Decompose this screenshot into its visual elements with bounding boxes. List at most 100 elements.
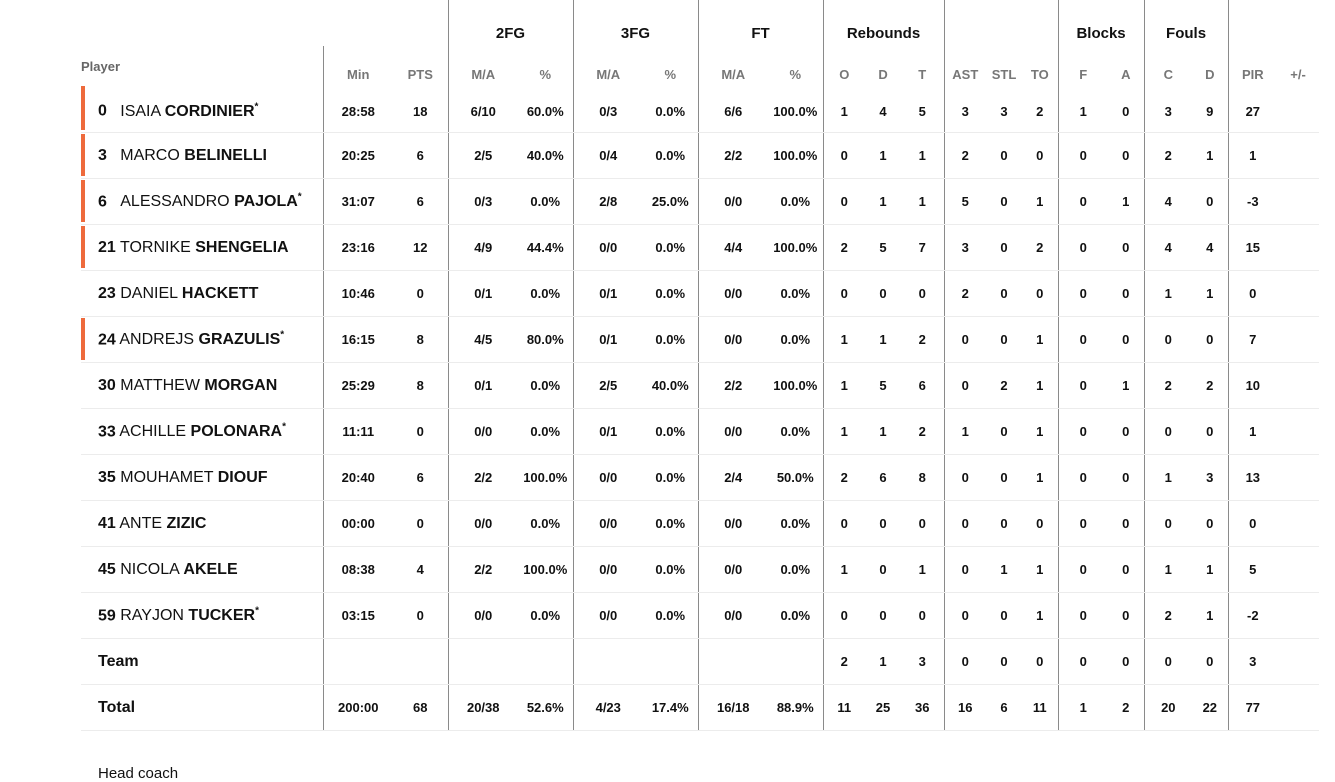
stat-defensive-rebounds: 5: [865, 224, 902, 271]
stat-plus-minus: [1277, 132, 1320, 179]
group-header-ft: FT: [697, 0, 824, 46]
stat-3fg-made-attempted: 0/1: [572, 270, 643, 317]
stat-defensive-rebounds: 0: [865, 500, 902, 547]
column-header-reb-o: O: [822, 46, 866, 90]
stat-3fg-percentage: 0.0%: [643, 132, 698, 179]
stat-assists: 5: [943, 178, 987, 225]
stat-blocks-favor: 0: [1057, 316, 1109, 363]
stat-total-rebounds: 3: [901, 638, 945, 685]
stat-pir: 1: [1227, 408, 1278, 455]
player-first-name: MATTHEW: [120, 376, 200, 394]
stat-2fg-made-attempted: 2/2: [447, 454, 518, 501]
stat-2fg-percentage: 0.0%: [518, 270, 573, 317]
stat-steals: 0: [986, 316, 1023, 363]
player-name-link[interactable]: NICOLA AKELE: [120, 561, 237, 578]
stat-3fg-percentage: 0.0%: [643, 592, 698, 639]
stat-points: 0: [393, 500, 448, 547]
stat-blocks-favor: 0: [1057, 454, 1109, 501]
stat-total-rebounds: 0: [901, 592, 945, 639]
stat-fouls-committed: 0: [1143, 638, 1193, 685]
stat-minutes: 03:15: [322, 592, 393, 639]
stat-offensive-rebounds: 1: [822, 90, 866, 133]
player-cell: 45 NICOLA AKELE: [81, 546, 323, 593]
box-score-table: 2FG 3FG FT Rebounds Blocks Fouls Player …: [81, 0, 1320, 731]
stat-minutes: 200:00: [322, 684, 393, 731]
stat-fouls-committed: 0: [1143, 316, 1193, 363]
stat-assists: 2: [943, 132, 987, 179]
stat-3fg-made-attempted: 0/4: [572, 132, 643, 179]
stat-ft-made-attempted: [697, 638, 768, 685]
stat-ft-percentage: 88.9%: [768, 684, 824, 731]
stat-plus-minus: [1277, 362, 1320, 409]
player-name-link[interactable]: ALESSANDRO PAJOLA*: [120, 191, 302, 210]
stat-2fg-percentage: 100.0%: [518, 454, 573, 501]
player-name-link[interactable]: DANIEL HACKETT: [120, 285, 258, 302]
stat-ft-made-attempted: 2/2: [697, 132, 768, 179]
stat-fouls-drawn: 9: [1192, 90, 1229, 133]
player-name-link[interactable]: MATTHEW MORGAN: [120, 377, 277, 394]
stat-pir: 1: [1227, 132, 1278, 179]
player-name-link[interactable]: TORNIKE SHENGELIA: [120, 239, 289, 256]
player-name-link[interactable]: MOUHAMET DIOUF: [120, 469, 267, 486]
stat-pir: 27: [1227, 90, 1278, 133]
table-row: 41 ANTE ZIZIC 00:00 0 0/0 0.0% 0/0 0.0% 0/0 0.0%…: [81, 500, 1320, 547]
table-row: 33 ACHILLE POLONARA* 11:11 0 0/0 0.0% 0/1 0.0%…: [81, 408, 1320, 455]
stat-2fg-percentage: 44.4%: [518, 224, 573, 271]
stat-plus-minus: [1277, 592, 1320, 639]
starter-marker: *: [297, 191, 302, 203]
stat-fouls-committed: 4: [1143, 224, 1193, 271]
stat-blocks-favor: 0: [1057, 224, 1109, 271]
player-number: 23: [98, 284, 116, 302]
stat-3fg-percentage: 0.0%: [643, 270, 698, 317]
stat-offensive-rebounds: 11: [822, 684, 866, 731]
stat-2fg-made-attempted: 0/3: [447, 178, 518, 225]
player-name-link[interactable]: ISAIA CORDINIER*: [120, 101, 258, 119]
stat-plus-minus: [1277, 316, 1320, 363]
stat-minutes: 20:40: [322, 454, 393, 501]
stat-3fg-percentage: 0.0%: [643, 90, 698, 133]
stat-steals: 0: [986, 592, 1023, 639]
stat-defensive-rebounds: 6: [865, 454, 902, 501]
stat-blocks-favor: 0: [1057, 546, 1109, 593]
player-cell: 3 MARCO BELINELLI: [81, 132, 323, 179]
group-header-2fg: 2FG: [447, 0, 573, 46]
stat-fouls-drawn: 1: [1192, 132, 1229, 179]
stat-fouls-committed: 0: [1143, 408, 1193, 455]
player-name-link[interactable]: RAYJON TUCKER*: [120, 606, 259, 624]
stat-3fg-percentage: 0.0%: [643, 546, 698, 593]
player-name-link[interactable]: MARCO BELINELLI: [120, 147, 267, 164]
stat-fouls-committed: 2: [1143, 592, 1193, 639]
stat-fouls-committed: 1: [1143, 546, 1193, 593]
stat-defensive-rebounds: 1: [865, 408, 902, 455]
stat-ft-made-attempted: 2/2: [697, 362, 768, 409]
total-row-label: Total: [81, 684, 323, 731]
stat-3fg-percentage: 0.0%: [643, 316, 698, 363]
stat-points: 6: [393, 454, 448, 501]
player-name-link[interactable]: ANTE ZIZIC: [119, 515, 206, 532]
stat-2fg-made-attempted: 0/0: [447, 408, 518, 455]
stat-2fg-percentage: 0.0%: [518, 178, 573, 225]
table-header: 2FG 3FG FT Rebounds Blocks Fouls Player …: [81, 0, 1320, 90]
stat-blocks-favor: 0: [1057, 132, 1109, 179]
stat-ft-made-attempted: 0/0: [697, 500, 768, 547]
stat-points: 6: [393, 178, 448, 225]
player-first-name: ANDREJS: [119, 331, 195, 349]
stat-minutes: 00:00: [322, 500, 393, 547]
stat-ft-percentage: 0.0%: [768, 270, 824, 317]
player-name-link[interactable]: ACHILLE POLONARA*: [119, 422, 286, 440]
column-header-3fg-ma: M/A: [572, 46, 643, 90]
stat-turnovers: 2: [1022, 90, 1059, 133]
player-cell: 41 ANTE ZIZIC: [81, 500, 323, 547]
stat-blocks-against: 0: [1108, 408, 1145, 455]
stat-minutes: 25:29: [322, 362, 393, 409]
stat-fouls-drawn: 4: [1192, 224, 1229, 271]
player-number: 30: [98, 376, 116, 394]
stat-3fg-made-attempted: 0/1: [572, 408, 643, 455]
stat-2fg-made-attempted: [447, 638, 518, 685]
player-name-link[interactable]: ANDREJS GRAZULIS*: [119, 330, 284, 349]
stat-total-rebounds: 0: [901, 270, 945, 317]
stat-fouls-committed: 1: [1143, 270, 1193, 317]
column-header-pir: PIR: [1227, 46, 1278, 90]
stat-blocks-against: 2: [1108, 684, 1145, 731]
stat-turnovers: 1: [1022, 362, 1059, 409]
